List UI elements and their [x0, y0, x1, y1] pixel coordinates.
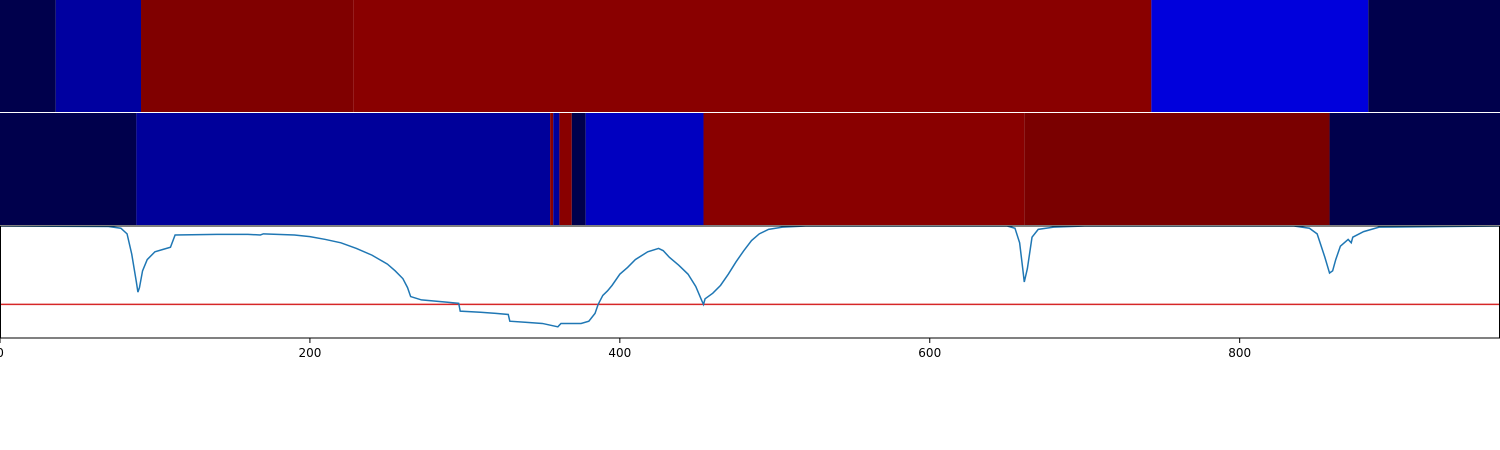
- segment-0-0: [0, 0, 56, 112]
- segment-1-7: [703, 113, 1025, 225]
- line-panel-background: [0, 226, 1500, 338]
- segment-0-1: [55, 0, 142, 112]
- segment-1-9: [1329, 113, 1500, 225]
- segment-row-top: [0, 0, 1500, 112]
- series-line: [0, 225, 1500, 328]
- segment-1-0: [0, 113, 137, 225]
- x-tick-label-0: 0: [0, 346, 4, 360]
- segment-1-3: [553, 113, 560, 225]
- segment-1-5: [571, 113, 586, 225]
- segment-0-3: [353, 0, 1152, 112]
- segment-1-8: [1024, 113, 1330, 225]
- x-tick-label-3: 600: [918, 346, 941, 360]
- segment-0-4: [1151, 0, 1369, 112]
- segment-1-6: [585, 113, 704, 225]
- x-tick-label-4: 800: [1228, 346, 1251, 360]
- segment-1-2: [550, 113, 554, 225]
- x-axis-ticks: 0 200 400 600 800: [0, 338, 1251, 360]
- x-tick-label-1: 200: [298, 346, 321, 360]
- segment-row-middle: [0, 113, 1500, 225]
- x-tick-label-2: 400: [608, 346, 631, 360]
- segment-1-1: [136, 113, 551, 225]
- segment-0-5: [1368, 0, 1500, 112]
- segment-1-4: [559, 113, 572, 225]
- segment-0-2: [141, 0, 354, 112]
